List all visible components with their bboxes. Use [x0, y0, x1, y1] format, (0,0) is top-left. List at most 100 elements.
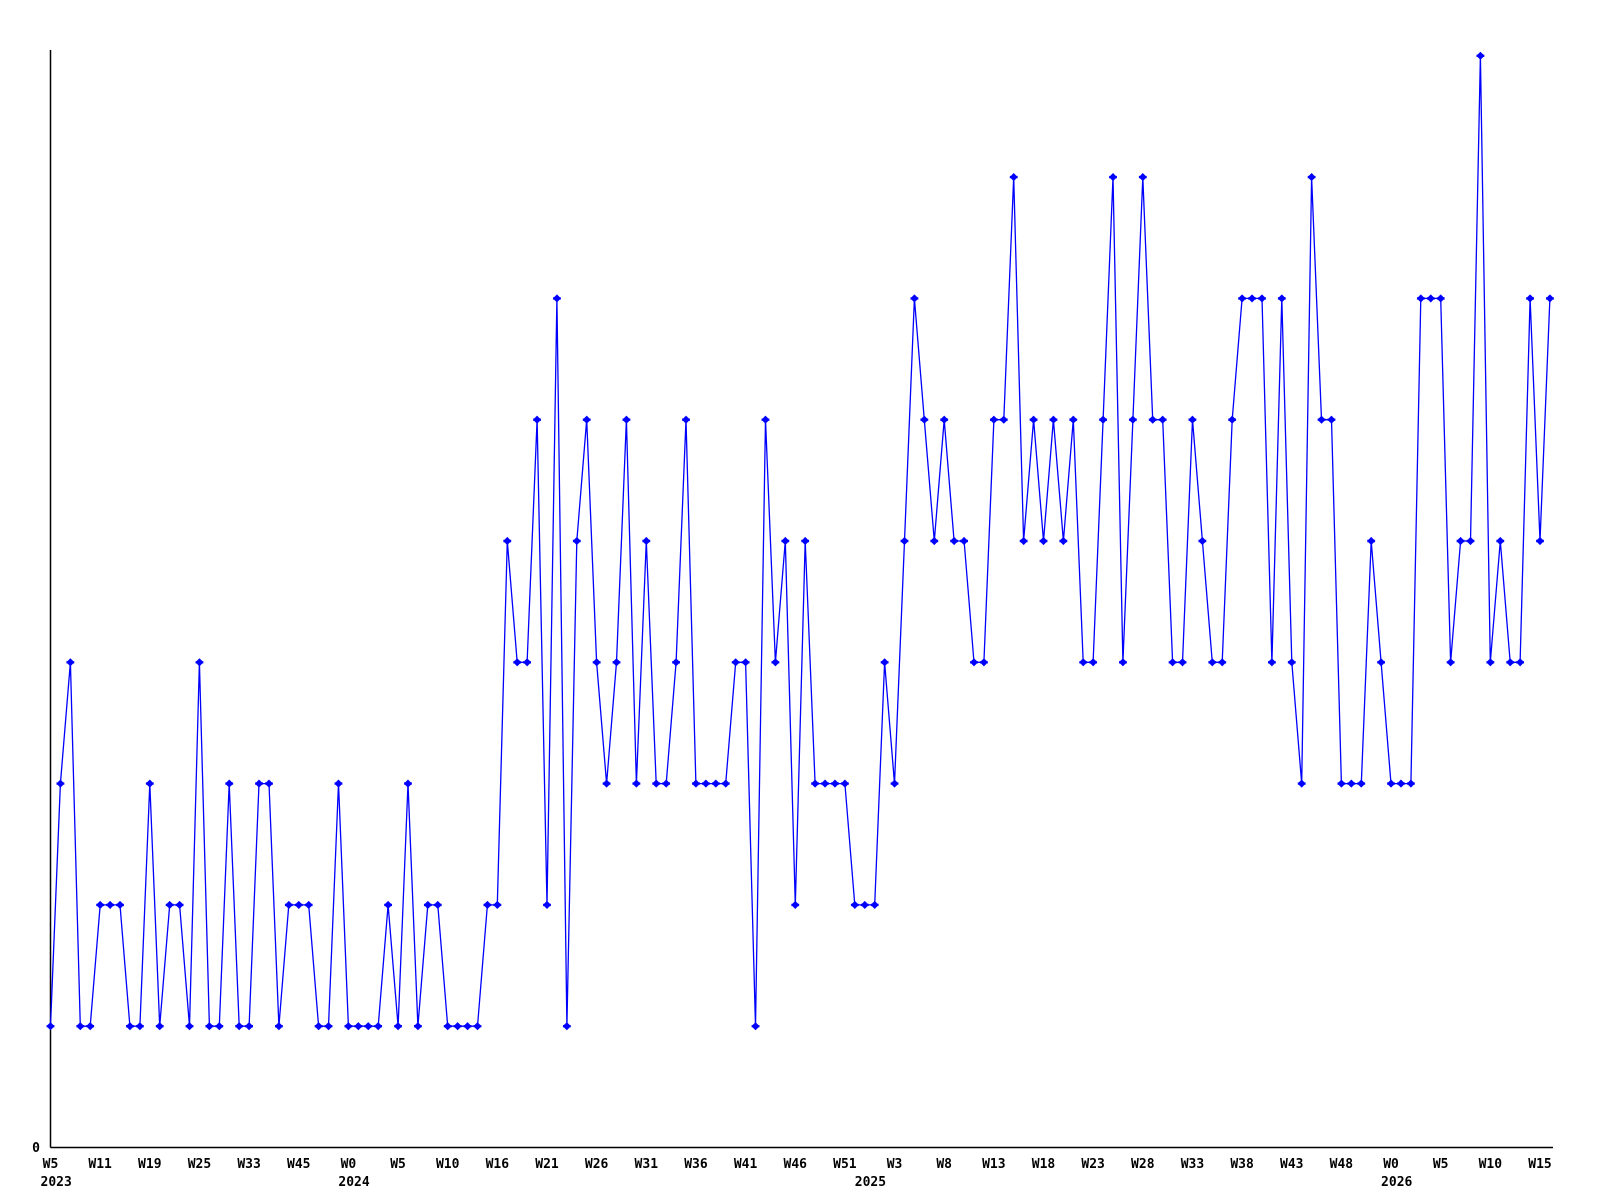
- x-axis-week-label: W5: [43, 1157, 59, 1172]
- data-point-marker: [1386, 779, 1396, 788]
- data-point-marker: [1059, 536, 1068, 546]
- data-point-marker: [1228, 415, 1237, 424]
- data-point-marker: [959, 536, 969, 546]
- y-axis-tick-label: 0: [32, 1141, 40, 1156]
- data-point-marker: [453, 1022, 462, 1031]
- data-point-marker: [969, 658, 979, 667]
- data-point-marker: [860, 900, 869, 909]
- data-point-marker: [1238, 294, 1247, 303]
- data-point-marker: [1019, 536, 1028, 546]
- x-axis-week-label: W38: [1230, 1157, 1254, 1172]
- data-point-marker: [1426, 294, 1435, 303]
- data-point-marker: [533, 415, 542, 424]
- data-point-marker: [642, 536, 651, 546]
- data-point-marker: [582, 415, 591, 424]
- data-point-marker: [304, 900, 313, 909]
- data-point-marker: [1347, 779, 1356, 788]
- data-point-marker: [840, 779, 849, 788]
- data-point-marker: [483, 900, 492, 909]
- data-point-marker: [1118, 658, 1128, 667]
- x-axis-year-label: 2025: [855, 1175, 886, 1190]
- data-point-marker: [423, 900, 432, 909]
- data-point-marker: [106, 900, 115, 909]
- data-point-marker: [1377, 658, 1386, 667]
- data-point-marker: [155, 1022, 164, 1031]
- data-point-marker: [662, 779, 671, 788]
- data-point-marker: [125, 1022, 135, 1031]
- data-point-marker: [1128, 415, 1137, 424]
- data-point-marker: [1545, 294, 1554, 303]
- data-point-marker: [850, 900, 859, 909]
- data-point-marker: [235, 1022, 244, 1031]
- x-axis-week-label: W11: [88, 1157, 112, 1172]
- data-point-marker: [592, 658, 601, 667]
- data-point-marker: [1287, 658, 1296, 667]
- data-point-marker: [185, 1022, 194, 1031]
- data-point-marker: [493, 900, 502, 909]
- data-point-marker: [1535, 536, 1545, 546]
- x-axis-week-label: W51: [833, 1157, 857, 1172]
- data-point-marker: [622, 415, 631, 424]
- data-point-marker: [1277, 294, 1286, 303]
- x-axis-week-label: W19: [138, 1157, 161, 1172]
- data-point-marker: [384, 900, 393, 909]
- data-point-marker: [940, 415, 949, 424]
- data-point-marker: [1367, 536, 1376, 546]
- data-point-marker: [672, 658, 681, 667]
- data-point-marker: [830, 779, 840, 788]
- data-point-marker: [1009, 173, 1018, 182]
- data-line: [49, 55, 1551, 1027]
- data-point-marker: [1029, 415, 1038, 424]
- data-point-marker: [135, 1022, 144, 1031]
- data-point-marker: [195, 658, 204, 667]
- x-axis-week-label: W15: [1528, 1157, 1551, 1172]
- data-point-marker: [761, 415, 770, 424]
- data-point-marker: [403, 779, 413, 788]
- data-point-marker: [890, 779, 899, 788]
- data-point-marker: [562, 1022, 571, 1031]
- data-point-marker: [999, 415, 1008, 424]
- x-axis-week-label: W33: [237, 1157, 260, 1172]
- data-point-marker: [264, 779, 274, 788]
- x-axis-week-label: W36: [684, 1157, 708, 1172]
- data-point-marker: [771, 658, 780, 667]
- data-point-marker: [1486, 658, 1495, 667]
- data-point-marker: [1089, 658, 1098, 667]
- x-axis-year-label: 2023: [41, 1175, 72, 1190]
- data-point-marker: [721, 779, 730, 788]
- data-point-marker: [1396, 779, 1406, 788]
- data-point-marker: [513, 658, 522, 667]
- data-point-marker: [681, 415, 691, 424]
- data-point-marker: [165, 900, 174, 909]
- data-point-marker: [324, 1022, 333, 1031]
- x-axis-week-label: W5: [1433, 1157, 1449, 1172]
- data-point-marker: [930, 536, 939, 546]
- data-point-marker: [572, 536, 581, 546]
- data-point-marker: [254, 779, 264, 788]
- data-point-marker: [294, 900, 303, 909]
- data-point-marker: [1506, 658, 1515, 667]
- data-point-marker: [1446, 658, 1455, 667]
- data-point-marker: [1516, 658, 1525, 667]
- data-point-marker: [523, 658, 532, 667]
- data-point-marker: [741, 658, 750, 667]
- data-point-marker: [612, 658, 621, 667]
- data-point-marker: [701, 779, 710, 788]
- data-point-marker: [1297, 779, 1306, 788]
- data-point-marker: [781, 536, 790, 546]
- data-point-marker: [1476, 51, 1485, 60]
- data-point-marker: [364, 1022, 373, 1031]
- data-point-marker: [463, 1022, 472, 1031]
- data-point-marker: [979, 658, 988, 667]
- x-axis-week-label: W10: [1479, 1157, 1503, 1172]
- data-point-marker: [46, 1022, 55, 1031]
- data-point-marker: [374, 1022, 383, 1031]
- data-point-marker: [1317, 415, 1326, 424]
- x-axis-week-label: W8: [936, 1157, 952, 1172]
- data-point-marker: [215, 1022, 224, 1031]
- data-point-marker: [910, 294, 919, 303]
- x-axis-week-label: W5: [390, 1157, 406, 1172]
- x-axis-week-label: W46: [784, 1157, 808, 1172]
- data-point-marker: [175, 900, 184, 909]
